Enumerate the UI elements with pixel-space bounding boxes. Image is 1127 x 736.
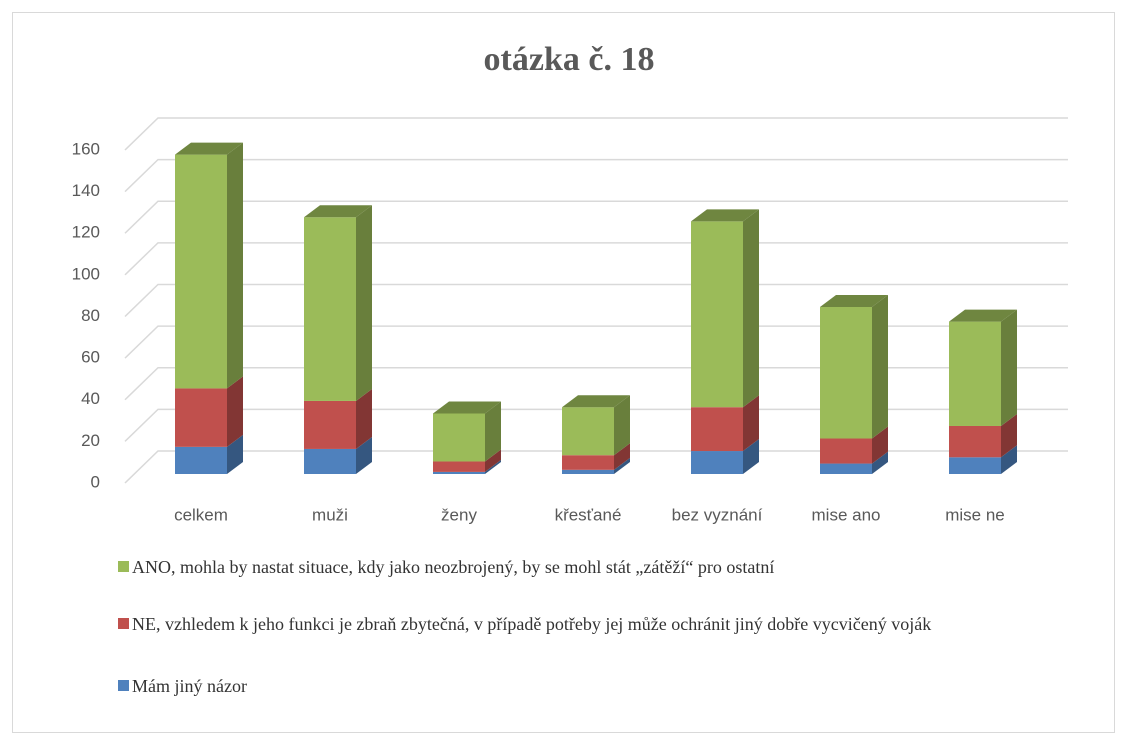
bar-side	[872, 426, 888, 464]
grid-line	[124, 200, 1068, 234]
bar-top	[433, 401, 501, 414]
y-tick-label: 60	[81, 348, 100, 367]
bar	[433, 461, 485, 472]
bar-side	[1001, 445, 1017, 474]
bar	[949, 457, 1001, 474]
legend-item: NE, vzhledem k jeho funkci je zbraň zbyt…	[118, 612, 1038, 636]
x-tick-label: muži	[312, 505, 348, 524]
bar	[820, 438, 872, 464]
legend-label: ANO, mohla by nastat situace, kdy jako n…	[132, 557, 775, 577]
legend-swatch	[118, 618, 129, 629]
bar-side	[614, 457, 630, 474]
bar-top	[304, 205, 372, 218]
bar	[691, 451, 743, 474]
grid-line	[124, 367, 1068, 401]
legend-swatch	[118, 680, 129, 691]
bar	[820, 463, 872, 474]
legend-item: Mám jiný názor	[118, 674, 1038, 698]
bar-side	[485, 449, 501, 472]
bar	[691, 407, 743, 452]
bar-side	[743, 209, 759, 408]
bar	[304, 400, 356, 449]
grid-line	[124, 408, 1068, 442]
x-tick-label: mise ne	[945, 505, 1005, 524]
bar	[175, 388, 227, 447]
grid-line	[124, 117, 1068, 151]
x-tick-label: celkem	[174, 505, 228, 524]
bar-side	[872, 295, 888, 439]
bar	[562, 407, 614, 456]
bar-top	[175, 142, 243, 155]
bar-side	[485, 459, 501, 474]
bar-side	[743, 439, 759, 474]
bar	[562, 455, 614, 470]
bar	[304, 217, 356, 401]
chart-title: otázka č. 18	[484, 41, 655, 78]
bar-side	[485, 401, 501, 462]
bar-side	[356, 388, 372, 449]
grid-line	[124, 325, 1068, 359]
grid-line	[124, 450, 1068, 484]
x-tick-label: mise ano	[812, 505, 881, 524]
y-tick-label: 160	[72, 139, 100, 158]
bar-side	[1001, 413, 1017, 458]
bar-side	[743, 395, 759, 452]
x-tick-label: ženy	[441, 505, 477, 524]
bar-side	[872, 451, 888, 474]
y-tick-label: 0	[91, 472, 100, 491]
y-tick-label: 80	[81, 306, 100, 325]
bar	[820, 307, 872, 439]
grid-line	[124, 242, 1068, 276]
bar-side	[227, 142, 243, 389]
bar	[175, 154, 227, 389]
bar-side	[614, 443, 630, 470]
bar-top	[949, 309, 1017, 322]
y-tick-label: 20	[81, 431, 100, 450]
bar-top	[691, 209, 759, 222]
bar	[691, 221, 743, 408]
bar-side	[356, 205, 372, 401]
bar-side	[1001, 309, 1017, 426]
bar	[949, 321, 1001, 426]
y-tick-label: 140	[72, 181, 100, 200]
y-tick-label: 40	[81, 389, 100, 408]
bar-side	[356, 436, 372, 474]
grid-line	[124, 158, 1068, 193]
bar	[949, 425, 1001, 458]
bar	[562, 469, 614, 474]
y-tick-label: 120	[72, 223, 100, 242]
x-tick-label: křesťané	[555, 505, 622, 524]
x-tick-label: bez vyznání	[672, 505, 763, 524]
bar-side	[227, 376, 243, 447]
bar-top	[820, 295, 888, 307]
bar-side	[227, 434, 243, 474]
bar	[304, 448, 356, 474]
bar	[433, 471, 485, 474]
legend-swatch	[118, 561, 129, 572]
grid-line	[124, 283, 1068, 318]
bar-side	[614, 395, 630, 456]
legend-label: NE, vzhledem k jeho funkci je zbraň zbyt…	[132, 614, 932, 634]
y-tick-label: 100	[72, 264, 100, 283]
bar-top	[562, 395, 630, 408]
legend-label: Mám jiný názor	[132, 676, 247, 696]
bar	[433, 413, 485, 462]
legend-item: ANO, mohla by nastat situace, kdy jako n…	[118, 555, 1038, 579]
bar	[175, 446, 227, 474]
